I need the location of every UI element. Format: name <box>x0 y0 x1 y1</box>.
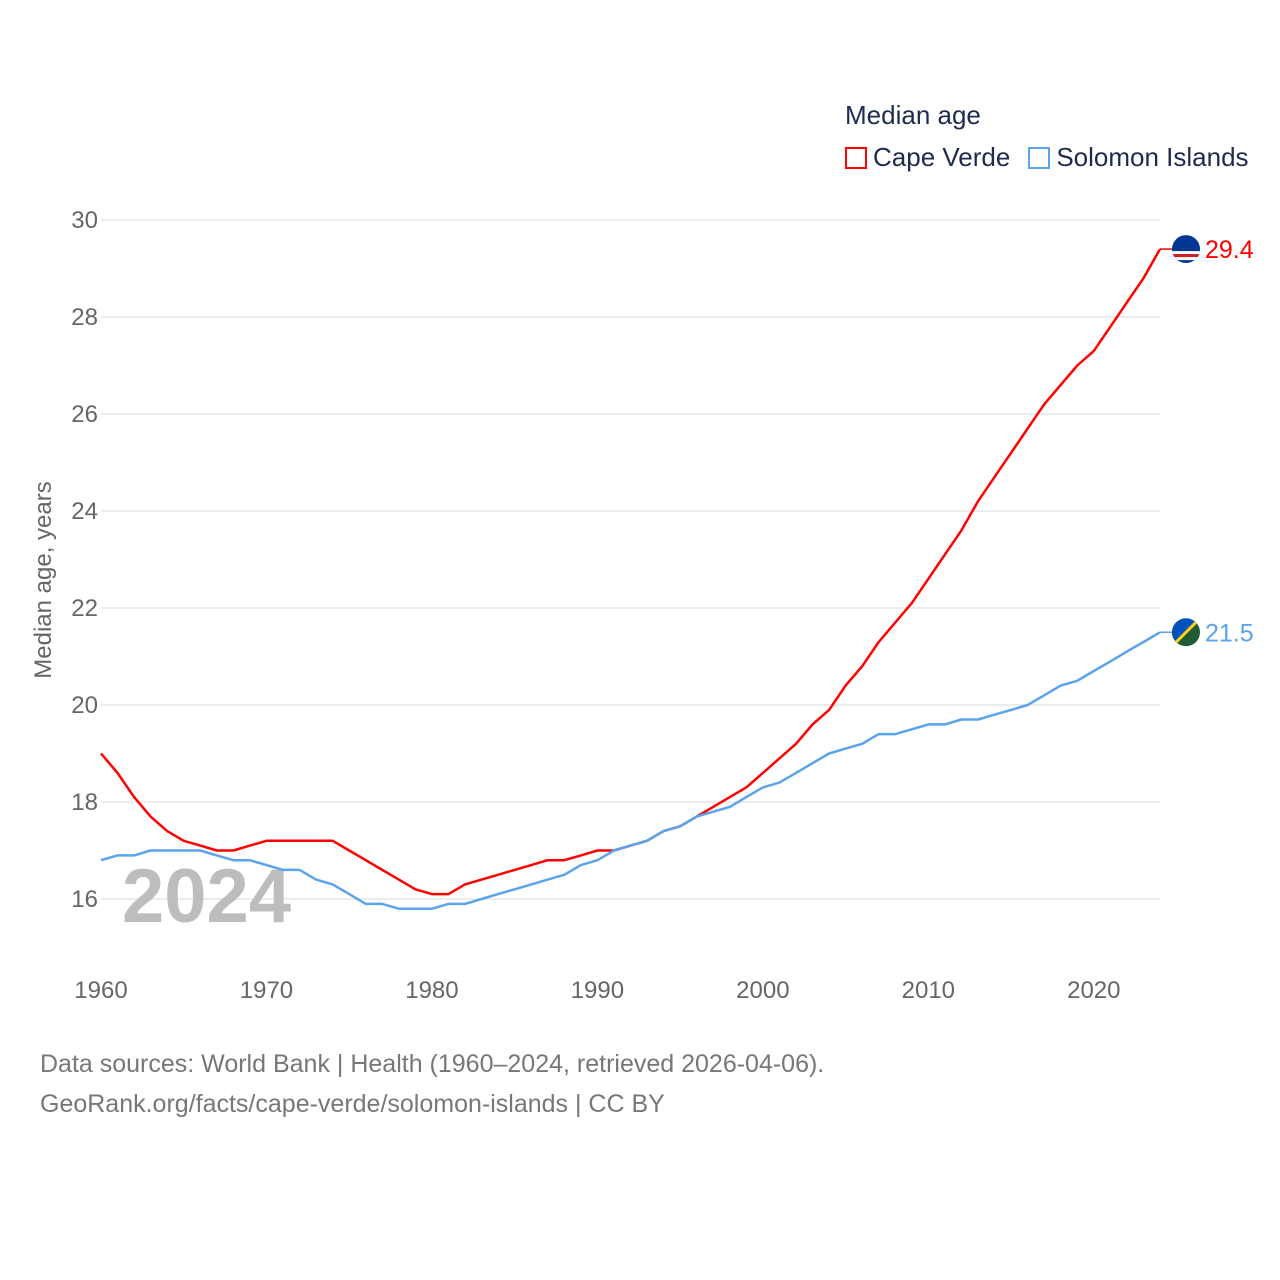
y-tick-label: 28 <box>71 304 98 331</box>
legend-label: Cape Verde <box>873 142 1011 172</box>
cape-verde-flag-icon <box>1172 235 1200 264</box>
series-line-cape-verde <box>100 248 1162 896</box>
legend-swatch-solomon-islands <box>1028 146 1051 169</box>
y-tick-label: 20 <box>71 692 98 719</box>
y-tick-label: 30 <box>71 207 98 234</box>
end-value-label: 29.4 <box>1205 236 1254 264</box>
legend-label: Solomon Islands <box>1056 142 1249 172</box>
x-tick-label: 1960 <box>74 977 127 1004</box>
y-tick-label: 18 <box>71 789 98 816</box>
year-watermark: 2024 <box>122 854 291 939</box>
legend-title: Median age <box>845 100 981 130</box>
end-value-label: 21.5 <box>1205 619 1254 647</box>
source-link[interactable]: GeoRank.org/facts/cape-verde/solomon-isl… <box>40 1090 665 1118</box>
y-tick-label: 24 <box>71 498 98 525</box>
x-tick-label: 2020 <box>1067 977 1120 1004</box>
footer: Data sources: World Bank | Health (1960–… <box>40 1044 824 1124</box>
series-line-solomon-islands <box>100 631 1161 910</box>
y-tick-label: 22 <box>71 595 98 622</box>
x-tick-label: 1980 <box>405 977 458 1004</box>
legend-item-cape-verde[interactable]: Cape Verde <box>845 142 1010 173</box>
legend: Cape Verde Solomon Islands <box>845 142 1249 173</box>
x-tick-label: 1970 <box>240 977 293 1004</box>
x-tick-label: 2000 <box>736 977 789 1004</box>
x-tick-label: 2010 <box>902 977 955 1004</box>
legend-item-solomon-islands[interactable]: Solomon Islands <box>1028 142 1249 173</box>
legend-swatch-cape-verde <box>845 146 867 169</box>
solomon-islands-flag-icon <box>1172 618 1200 647</box>
y-tick-label: 26 <box>71 401 98 428</box>
data-source-text: Data sources: World Bank | Health (1960–… <box>40 1050 825 1078</box>
y-axis-label: Median age, years <box>30 481 57 678</box>
x-tick-label: 1990 <box>571 977 624 1004</box>
y-tick-label: 16 <box>71 886 98 913</box>
